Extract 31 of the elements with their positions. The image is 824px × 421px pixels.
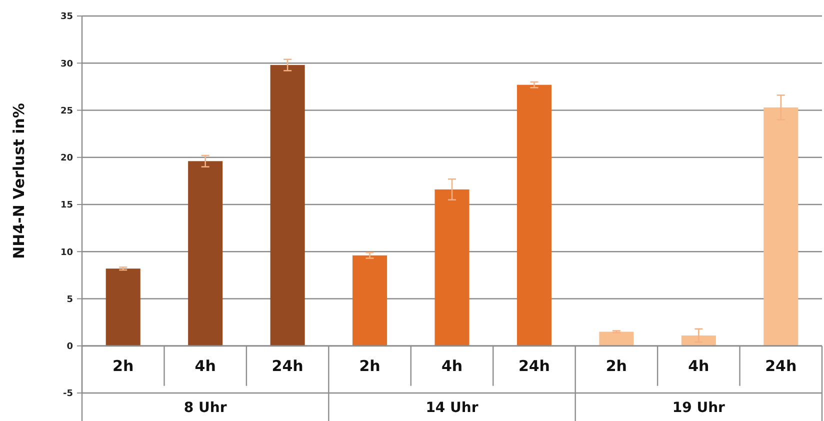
x-tick-label: 4h: [441, 356, 463, 375]
x-tick-label: 2h: [112, 356, 134, 375]
bar: [434, 189, 470, 346]
bar: [599, 332, 634, 346]
x-tick-label: 24h: [765, 356, 797, 375]
x-tick-label: 2h: [606, 356, 628, 375]
y-tick-label: 5: [66, 294, 73, 305]
text: 14 Uhr: [426, 400, 478, 416]
x-tick-label: 24h: [272, 356, 304, 375]
bar: [270, 65, 305, 346]
text: 8 Uhr: [184, 400, 227, 416]
y-tick-label: 25: [60, 106, 73, 116]
y-tick-label: 30: [60, 59, 73, 70]
x-tick-label: 2h: [359, 356, 380, 375]
y-tick-label: 35: [60, 12, 73, 22]
bar: [352, 255, 388, 346]
bar: [764, 107, 798, 346]
y-tick-label: 20: [60, 154, 73, 164]
bar: [681, 336, 716, 346]
x-tick-label: 4h: [688, 356, 710, 375]
y-tick-label: 0: [66, 342, 73, 352]
bar: [188, 161, 223, 346]
bar: [516, 84, 552, 346]
x-tick-label: 24h: [518, 356, 550, 375]
y-tick-label: -5: [63, 389, 73, 400]
y-axis-title: NH4-N Verlust in%: [10, 102, 28, 259]
text: 19 Uhr: [672, 400, 726, 416]
y-tick-label: 15: [60, 200, 73, 211]
y-tick-label: 10: [60, 248, 73, 258]
bar: [106, 268, 140, 346]
x-tick-label: 4h: [194, 356, 216, 375]
